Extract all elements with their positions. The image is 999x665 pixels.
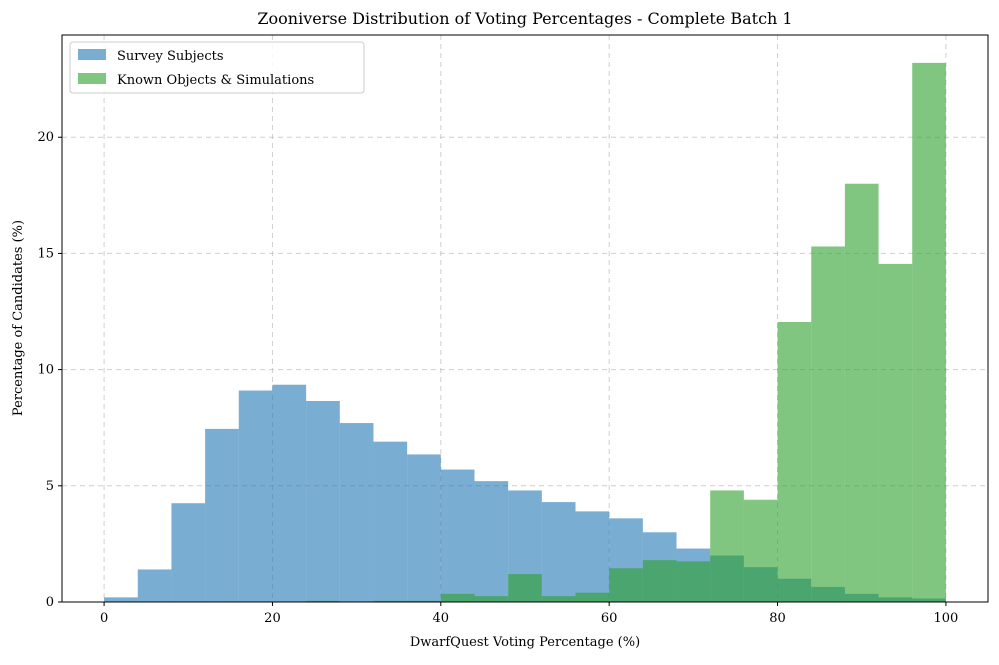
bar-survey-20 xyxy=(272,384,307,602)
chart-title: Zooniverse Distribution of Voting Percen… xyxy=(257,9,792,28)
bar-survey-28 xyxy=(339,423,374,602)
bar-survey-24 xyxy=(306,400,340,602)
bar-known-80 xyxy=(777,321,812,602)
bar-known-88 xyxy=(844,183,879,602)
y-axis-label: Percentage of Candidates (%) xyxy=(11,220,26,416)
x-tick-label: 80 xyxy=(769,611,786,626)
bar-known-56 xyxy=(575,592,610,602)
bar-known-92 xyxy=(878,263,913,602)
bar-survey-44 xyxy=(474,481,509,602)
x-tick-label: 60 xyxy=(601,611,618,626)
bar-known-48 xyxy=(508,574,542,602)
bar-survey-36 xyxy=(407,454,441,602)
bar-survey-8 xyxy=(171,503,206,602)
bar-survey-4 xyxy=(137,569,172,602)
bar-known-60 xyxy=(609,568,643,602)
bar-survey-40 xyxy=(440,469,475,602)
bar-known-44 xyxy=(474,596,509,602)
bar-known-36 xyxy=(407,600,441,602)
y-tick-label: 5 xyxy=(46,479,54,494)
bar-known-32 xyxy=(373,600,408,602)
bar-survey-12 xyxy=(205,428,239,602)
x-tick-label: 100 xyxy=(933,611,958,626)
bar-known-96 xyxy=(912,62,946,602)
y-tick-label: 20 xyxy=(37,130,54,145)
bar-survey-56 xyxy=(575,511,610,602)
legend: Survey Subjects Known Objects & Simulati… xyxy=(69,41,365,94)
x-axis-label: DwarfQuest Voting Percentage (%) xyxy=(410,635,640,650)
x-tick-label: 20 xyxy=(264,611,281,626)
legend-label-survey: Survey Subjects xyxy=(117,49,224,64)
bar-survey-0 xyxy=(104,597,138,602)
bar-known-24 xyxy=(306,600,340,602)
bar-known-52 xyxy=(541,596,576,602)
bar-survey-16 xyxy=(238,390,273,602)
legend-label-known: Known Objects & Simulations xyxy=(117,73,314,88)
x-tick-label: 40 xyxy=(433,611,450,626)
bar-known-84 xyxy=(811,246,845,602)
x-tick-label: 0 xyxy=(100,611,108,626)
bar-survey-52 xyxy=(541,502,576,602)
bar-known-72 xyxy=(710,490,744,602)
bar-survey-32 xyxy=(373,441,408,602)
legend-swatch-known xyxy=(78,73,106,84)
legend-swatch-survey xyxy=(78,49,106,60)
y-tick-label: 10 xyxy=(37,363,54,378)
y-tick-label: 0 xyxy=(46,595,54,610)
bar-known-76 xyxy=(743,499,778,602)
bar-known-40 xyxy=(440,593,475,602)
bar-known-68 xyxy=(676,561,711,602)
bar-known-64 xyxy=(642,560,677,602)
plot-frame xyxy=(61,34,989,603)
y-tick-label: 15 xyxy=(37,246,54,261)
